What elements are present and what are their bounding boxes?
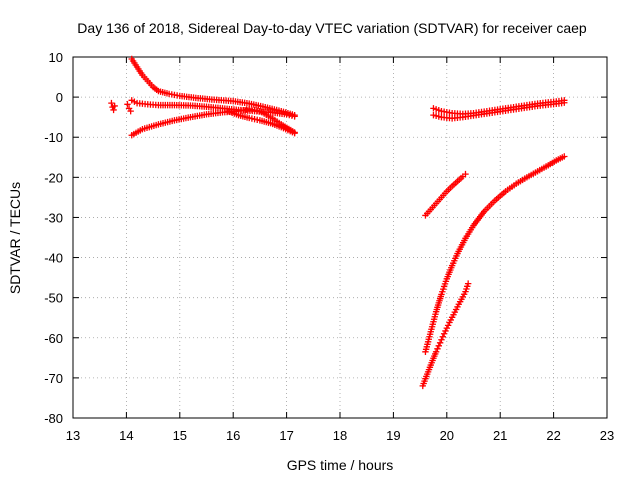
- data-point: [124, 101, 131, 108]
- data-point: [434, 345, 441, 353]
- data-point: [464, 280, 472, 287]
- x-tick-label: 16: [226, 428, 240, 443]
- data-point: [111, 102, 118, 110]
- data-point: [439, 333, 446, 340]
- data-point: [291, 113, 298, 120]
- x-tick-label: 22: [546, 428, 560, 443]
- x-tick-labels: 13 14 15 16 17 18 19 20 21 22 23: [66, 428, 614, 443]
- data-point: [438, 336, 445, 343]
- x-tick-label: 18: [333, 428, 347, 443]
- x-tick-label: 20: [440, 428, 454, 443]
- data-point: [443, 324, 450, 332]
- x-tick-label: 13: [66, 428, 80, 443]
- data-point: [436, 339, 444, 346]
- x-tick-label: 17: [279, 428, 293, 443]
- y-tick-label: -20: [44, 170, 63, 185]
- y-tick-labels: 10 0 -10 -20 -30 -40 -50 -60 -70 -80: [44, 50, 63, 426]
- series-arc-f: [224, 107, 298, 137]
- y-axis-label: SDTVAR / TECUs: [7, 182, 23, 294]
- x-axis-label: GPS time / hours: [287, 457, 394, 473]
- y-tick-label: -70: [44, 371, 63, 386]
- data-point: [561, 153, 568, 160]
- data-point: [108, 99, 115, 107]
- x-tick-label: 23: [600, 428, 614, 443]
- x-tick-label: 19: [386, 428, 400, 443]
- plot-frame: [72, 56, 608, 419]
- data-point: [432, 348, 440, 356]
- series-arc-a: [108, 99, 118, 114]
- series-arc-j: [422, 153, 568, 356]
- y-tick-label: 10: [49, 50, 63, 65]
- data-point: [127, 107, 134, 115]
- x-tick-label: 15: [173, 428, 187, 443]
- x-tick-label: 14: [119, 428, 133, 443]
- series-arc-k: [419, 280, 472, 390]
- series-arc-b: [124, 101, 134, 115]
- y-tick-label: -30: [44, 210, 63, 225]
- y-tick-label: -60: [44, 331, 63, 346]
- data-point: [291, 130, 298, 137]
- data-point: [442, 327, 449, 335]
- data-points: [108, 55, 568, 390]
- data-point: [440, 330, 448, 337]
- y-tick-label: -10: [44, 130, 63, 145]
- series-arc-i: [422, 170, 469, 219]
- chart-title: Day 136 of 2018, Sidereal Day-to-day VTE…: [77, 20, 587, 36]
- series-arc-h: [430, 97, 568, 118]
- data-point: [435, 342, 442, 349]
- grid-lines: [73, 57, 607, 418]
- data-point: [444, 322, 452, 329]
- x-tick-label: 21: [493, 428, 507, 443]
- y-tick-label: -80: [44, 411, 63, 426]
- data-point: [561, 97, 568, 104]
- y-tick-label: -40: [44, 251, 63, 266]
- y-tick-label: 0: [56, 90, 63, 105]
- data-point: [110, 106, 117, 114]
- y-tick-label: -50: [44, 291, 63, 306]
- data-point: [462, 170, 469, 178]
